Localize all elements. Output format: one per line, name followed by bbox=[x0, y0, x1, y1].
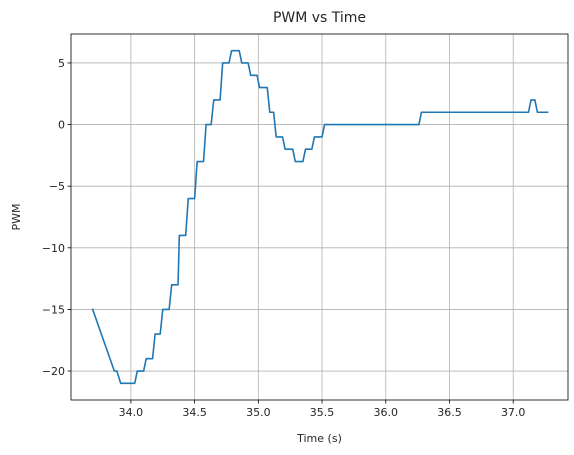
x-tick-label: 36.0 bbox=[374, 406, 399, 419]
x-tick-label: 35.0 bbox=[246, 406, 271, 419]
x-axis-ticks: 34.0 34.5 35.0 35.5 36.0 36.5 37.0 bbox=[119, 400, 526, 419]
plot-background bbox=[71, 34, 568, 400]
series-group bbox=[91, 49, 549, 385]
x-tick-label: 35.5 bbox=[310, 406, 335, 419]
y-axis-label: PWM bbox=[10, 203, 23, 230]
x-tick-label: 37.0 bbox=[501, 406, 526, 419]
y-tick-label: 0 bbox=[58, 119, 65, 132]
y-tick-label: 5 bbox=[58, 57, 65, 70]
x-axis-label: Time (s) bbox=[296, 432, 342, 445]
y-tick-label: −5 bbox=[49, 180, 65, 193]
y-tick-label: −20 bbox=[42, 365, 65, 378]
x-tick-label: 36.5 bbox=[437, 406, 462, 419]
plot-frame bbox=[70, 33, 569, 401]
grid-lines bbox=[71, 34, 568, 400]
y-axis-ticks: 5 0 −5 −10 −15 −20 bbox=[42, 57, 71, 378]
y-tick-label: −15 bbox=[42, 303, 65, 316]
chart-title: PWM vs Time bbox=[273, 10, 366, 26]
y-tick-label: −10 bbox=[42, 242, 65, 255]
pwm-series-line bbox=[91, 49, 549, 385]
x-tick-label: 34.0 bbox=[119, 406, 144, 419]
x-tick-label: 34.5 bbox=[182, 406, 207, 419]
